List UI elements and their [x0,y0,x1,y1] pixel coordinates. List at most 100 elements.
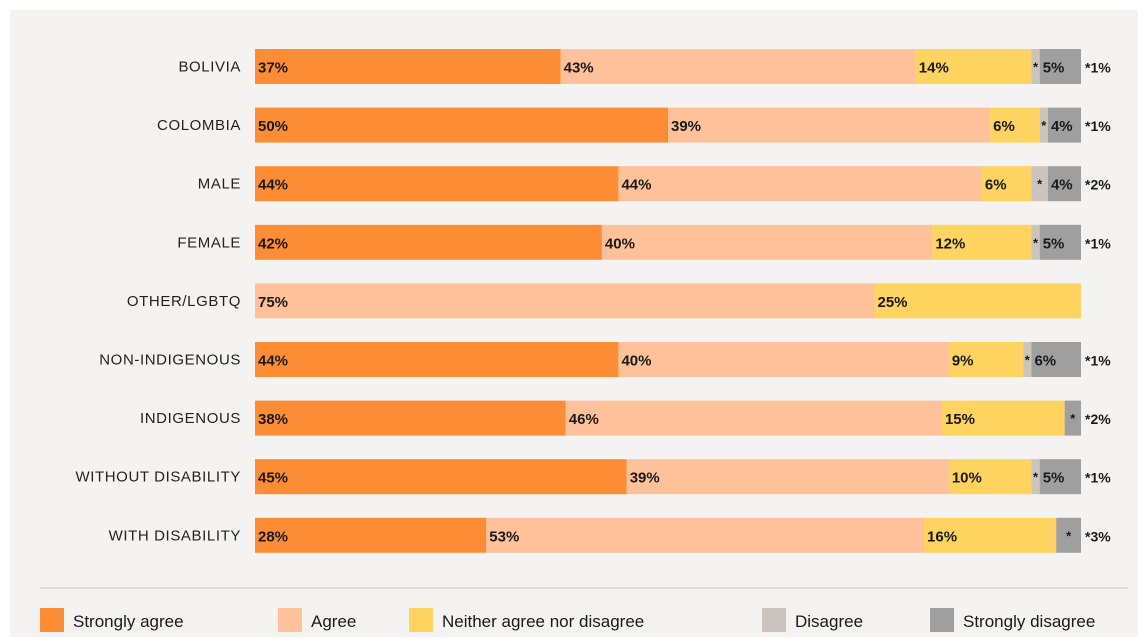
segment-value-label: 14% [919,60,949,77]
category-label-without-disability: WITHOUT DISABILITY [75,469,241,486]
legend-swatch-disagree [762,608,786,632]
disagree-footnote-label: *1% [1085,470,1111,486]
bar-segment-disagree [1031,224,1040,260]
disagree-footnote-label: *1% [1085,60,1111,76]
legend-swatch-strongly-disagree [930,608,954,632]
disagree-footnote-label: *2% [1085,177,1111,193]
segment-value-label: 50% [258,118,288,135]
chart-area: BOLIVIA 37% 43% 14% * 5% *1% COLOMBIA 50% 39% 6% * 4… [10,10,1138,637]
segment-marker: * [1066,528,1072,543]
bar-segment-strongly-disagree [1039,459,1081,495]
bar-segment-strongly-agree [255,224,602,260]
bar-segment-strongly-disagree [1056,517,1081,553]
segment-value-label: 46% [569,411,599,428]
segment-value-label: 9% [952,353,974,370]
legend-item-strongly-agree: Strongly agree [73,612,184,631]
segment-value-label: 4% [1051,177,1073,194]
bar-segment-agree [626,459,949,495]
bar-segment-neither-agree-nor-disagree [941,400,1065,436]
segment-value-label: 6% [1034,353,1056,370]
segment-value-label: 38% [258,411,288,428]
bar-segment-strongly-disagree [1047,107,1081,143]
category-label-colombia: COLOMBIA [157,117,241,134]
segment-marker: * [1033,235,1039,250]
bar-segment-strongly-disagree [1031,342,1081,377]
legend-item-strongly-disagree: Strongly disagree [963,612,1095,631]
bar-segment-agree [601,224,933,260]
segment-value-label: 75% [258,294,288,311]
segment-value-label: 39% [630,470,660,487]
bar-segment-agree [486,517,925,553]
bar-segment-disagree [1023,342,1032,377]
segment-value-label: 40% [605,235,635,252]
bar-segment-agree [618,166,982,202]
disagree-footnote-label: *2% [1085,411,1111,427]
segment-marker: * [1033,470,1039,485]
segment-value-label: 5% [1043,470,1065,487]
bar-segment-agree [255,283,875,319]
category-label-other-lgbtq: OTHER/LGBTQ [127,293,241,310]
segment-value-label: 5% [1043,235,1065,252]
legend-swatch-neither-agree-nor-disagree [409,608,433,632]
segment-value-label: 37% [258,60,288,77]
bar-segment-strongly-agree [255,342,619,377]
stacked-bar-chart: BOLIVIA 37% 43% 14% * 5% *1% COLOMBIA 50% 39% 6% * 4… [40,49,1128,632]
segment-value-label: 12% [935,235,965,252]
segment-value-label: 43% [564,60,594,77]
bar-segment-strongly-agree [255,49,561,84]
bar-segment-disagree [1039,107,1048,143]
legend-item-disagree: Disagree [795,612,863,631]
category-label-female: FEMALE [177,234,241,251]
segment-value-label: 44% [621,177,651,194]
disagree-footnote-label: *1% [1085,353,1111,369]
segment-value-label: 45% [258,470,288,487]
bar-segment-agree [668,107,991,143]
segment-marker: * [1041,118,1047,133]
bar-segment-strongly-disagree [1064,400,1081,436]
bar-segment-neither-agree-nor-disagree [932,224,1032,260]
bar-segment-strongly-agree [255,517,487,553]
segment-value-label: 39% [671,118,701,135]
disagree-footnote-label: *1% [1085,118,1111,134]
bar-segment-neither-agree-nor-disagree [981,166,1032,202]
category-label-with-disability: WITH DISABILITY [109,527,241,544]
segment-value-label: 28% [258,528,288,545]
category-label-male: MALE [198,176,241,193]
segment-marker: * [1037,177,1043,192]
category-label-indigenous: INDIGENOUS [140,410,241,427]
segment-value-label: 53% [489,528,519,545]
bar-segment-strongly-agree [255,459,627,495]
bar-segment-strongly-disagree [1039,224,1081,260]
bar-segment-neither-agree-nor-disagree [874,283,1081,319]
segment-value-label: 6% [993,118,1015,135]
segment-marker: * [1070,411,1076,426]
bar-segment-neither-agree-nor-disagree [924,517,1057,553]
bar-segment-agree [618,342,949,377]
segment-value-label: 40% [621,353,651,370]
bar-segment-disagree [1031,166,1048,202]
segment-value-label: 6% [985,177,1007,194]
segment-value-label: 15% [945,411,975,428]
segment-value-label: 5% [1043,60,1065,77]
legend-item-agree: Agree [311,612,356,631]
bar-segment-neither-agree-nor-disagree [948,342,1024,377]
legend-swatch-strongly-agree [40,608,64,632]
legend-swatch-agree [278,608,302,632]
bar-segment-disagree [1031,49,1040,84]
bar-segment-strongly-agree [255,107,668,143]
disagree-footnote-label: *1% [1085,235,1111,251]
bar-segment-agree [565,400,942,436]
bar-segment-strongly-disagree [1039,49,1081,84]
disagree-footnote-label: *3% [1085,528,1111,544]
segment-value-label: 16% [927,528,957,545]
bar-segment-strongly-agree [255,400,566,436]
bar-segment-agree [560,49,916,84]
bar-segment-neither-agree-nor-disagree [915,49,1032,84]
segment-value-label: 44% [258,353,288,370]
segment-value-label: 10% [952,470,982,487]
bar-segment-strongly-agree [255,166,619,202]
segment-marker: * [1033,60,1039,75]
bar-segment-strongly-disagree [1047,166,1081,202]
category-label-bolivia: BOLIVIA [178,59,241,76]
segment-value-label: 25% [878,294,908,311]
